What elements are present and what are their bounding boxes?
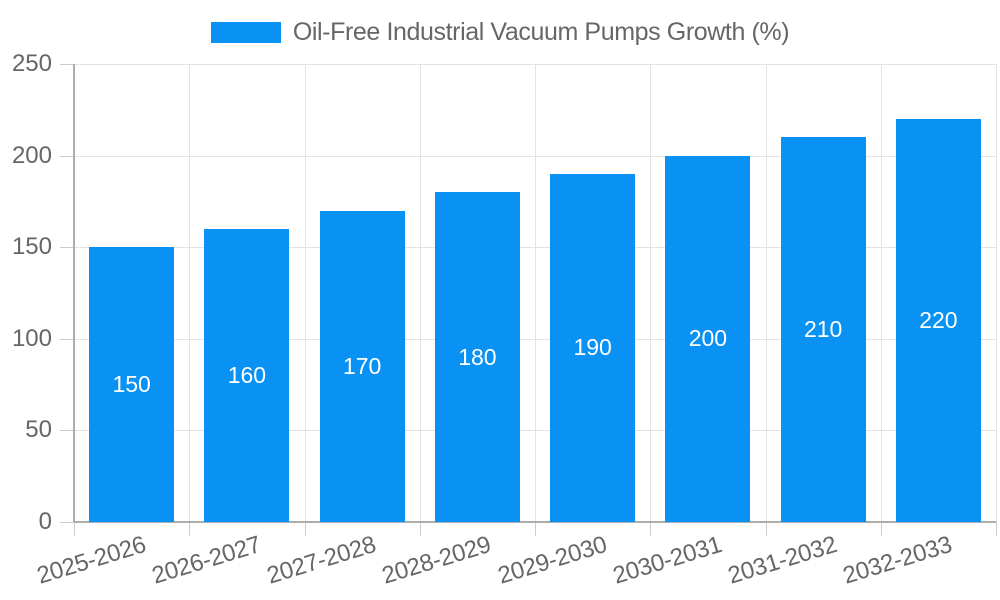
x-axis-tick [996, 522, 997, 536]
v-gridline [880, 64, 882, 522]
v-gridline [419, 64, 421, 522]
y-axis-tick-label: 200 [11, 141, 52, 169]
x-axis-tick [189, 522, 191, 536]
bar-value-label: 180 [458, 343, 497, 370]
x-axis-tick [74, 522, 75, 536]
bar-2025-2026[interactable] [89, 247, 175, 522]
x-axis-category-label: 2028-2029 [379, 531, 495, 590]
y-axis-tick [60, 338, 74, 340]
v-gridline [650, 64, 652, 522]
bar-value-label: 220 [919, 306, 958, 333]
x-axis-line [74, 521, 996, 523]
bar-2030-2031[interactable] [665, 155, 751, 522]
bar-2029-2030[interactable] [550, 173, 636, 522]
v-gridline [304, 64, 306, 522]
bar-value-label: 150 [112, 371, 151, 398]
x-axis-tick [419, 522, 421, 536]
bar-value-label: 190 [573, 334, 612, 361]
x-axis-tick [535, 522, 536, 536]
y-axis-tick-label: 100 [11, 324, 52, 352]
v-gridline [765, 64, 767, 522]
y-axis-tick [60, 155, 74, 157]
y-axis-tick [60, 430, 74, 432]
y-axis-tick-label: 150 [11, 233, 52, 261]
x-axis-category-label: 2031-2032 [724, 531, 841, 590]
y-axis-tick-label: 250 [11, 50, 52, 77]
bar-2026-2027[interactable] [204, 228, 290, 522]
y-axis-tick-label: 0 [38, 508, 52, 535]
y-axis-tick-label: 50 [25, 416, 52, 444]
x-axis-category-label: 2030-2031 [609, 531, 725, 590]
x-axis-category-label: 2029-2030 [494, 531, 610, 590]
v-gridline [189, 64, 191, 522]
x-axis-tick [880, 522, 882, 536]
y-axis-tick [60, 522, 74, 523]
chart-legend[interactable]: Oil-Free Industrial Vacuum Pumps Growth … [0, 18, 1000, 47]
x-axis-category-label: 2025-2026 [33, 531, 149, 590]
x-axis-category-label: 2026-2027 [148, 531, 264, 590]
bar-2028-2029[interactable] [434, 192, 520, 522]
x-axis-category-label: 2027-2028 [263, 531, 380, 590]
bar-value-label: 160 [227, 361, 267, 388]
v-gridline [996, 64, 997, 522]
y-axis-tick [60, 247, 74, 249]
legend-color-swatch [210, 22, 281, 43]
bar-value-label: 170 [342, 352, 382, 379]
x-axis-tick [304, 522, 306, 536]
bar-2027-2028[interactable] [319, 210, 405, 522]
bar-value-label: 210 [803, 316, 843, 343]
x-axis-tick [765, 522, 767, 536]
bar-2032-2033[interactable] [895, 118, 981, 522]
x-axis-category-label: 2032-2033 [840, 531, 956, 590]
x-axis-tick [650, 522, 652, 536]
v-gridline [535, 64, 536, 522]
bar-2031-2032[interactable] [780, 137, 866, 522]
bar-value-label: 200 [688, 325, 728, 352]
y-axis-tick [60, 64, 74, 65]
y-axis-line [73, 64, 75, 522]
legend-series-label: Oil-Free Industrial Vacuum Pumps Growth … [292, 18, 790, 46]
